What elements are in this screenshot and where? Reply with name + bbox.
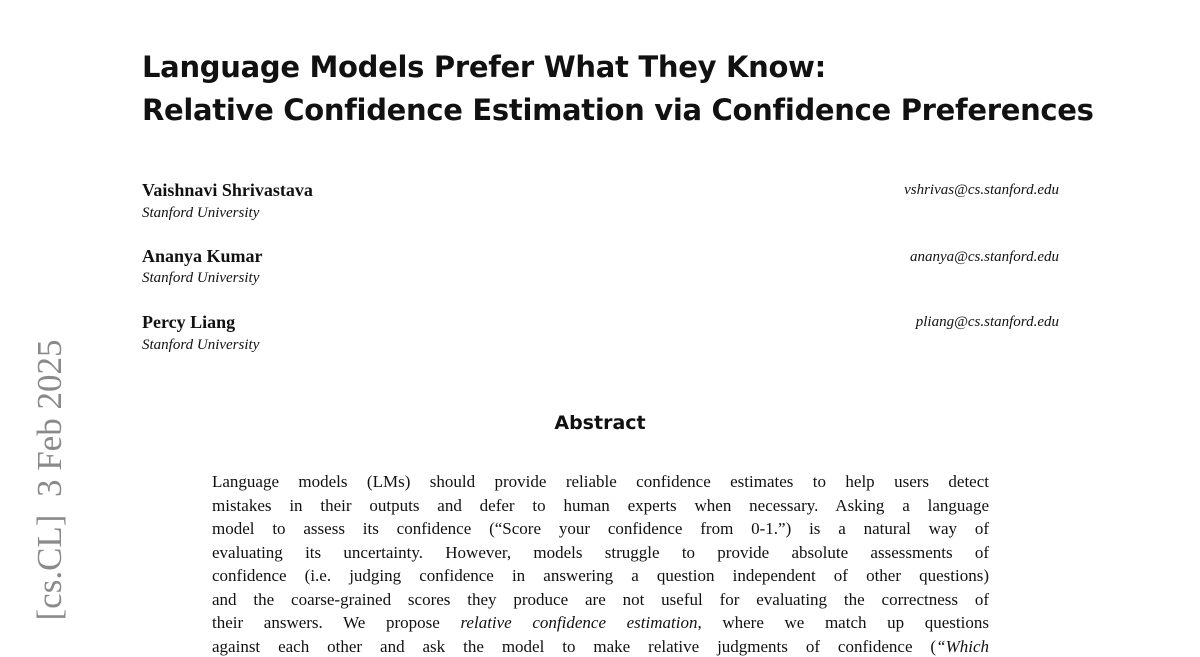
text: confidence (i.e. judging confidence in a… — [212, 566, 989, 585]
abstract-heading: Abstract — [554, 412, 646, 434]
author-email: pliang@cs.stanford.edu — [915, 314, 1059, 330]
author-name: Percy Liang — [142, 312, 236, 332]
abstract-line: evaluating its uncertainty. However, mod… — [212, 543, 989, 563]
arxiv-sidebar: [cs.CL] 3 Feb 2025 — [30, 339, 69, 621]
text: Language models (LMs) should provide rel… — [212, 472, 989, 491]
text: mistakes in their outputs and defer to h… — [212, 496, 989, 515]
author-affiliation: Stanford University — [142, 337, 260, 353]
text: model to assess its confidence (“Score y… — [212, 519, 989, 538]
author-email: ananya@cs.stanford.edu — [909, 249, 1059, 265]
author-name: Vaishnavi Shrivastava — [142, 180, 313, 200]
abstract-line: against each other and ask the model to … — [212, 637, 989, 657]
abstract-line: mistakes in their outputs and defer to h… — [212, 496, 989, 516]
emphasis: relative confidence estimation — [460, 613, 698, 632]
text: their answers. We propose — [212, 613, 461, 632]
abstract-line: Language models (LMs) should provide rel… — [212, 472, 989, 492]
abstract-line: and the coarse-grained scores they produ… — [212, 590, 989, 610]
author-email: vshrivas@cs.stanford.edu — [904, 182, 1059, 198]
title-line: Relative Confidence Estimation via Confi… — [142, 93, 1094, 127]
emphasis: “Which — [936, 637, 989, 656]
text: , where we match up questions — [697, 613, 989, 632]
author-affiliation: Stanford University — [142, 270, 260, 286]
title-line: Language Models Prefer What They Know: — [142, 50, 826, 84]
abstract-line: confidence (i.e. judging confidence in a… — [212, 566, 989, 586]
abstract-line: their answers. We propose relative confi… — [212, 613, 989, 633]
abstract-line: model to assess its confidence (“Score y… — [212, 519, 989, 539]
author-name: Ananya Kumar — [142, 246, 263, 266]
author-affiliation: Stanford University — [142, 205, 260, 221]
text: against each other and ask the model to … — [212, 637, 937, 656]
text: evaluating its uncertainty. However, mod… — [212, 543, 989, 562]
text: and the coarse-grained scores they produ… — [212, 590, 989, 609]
